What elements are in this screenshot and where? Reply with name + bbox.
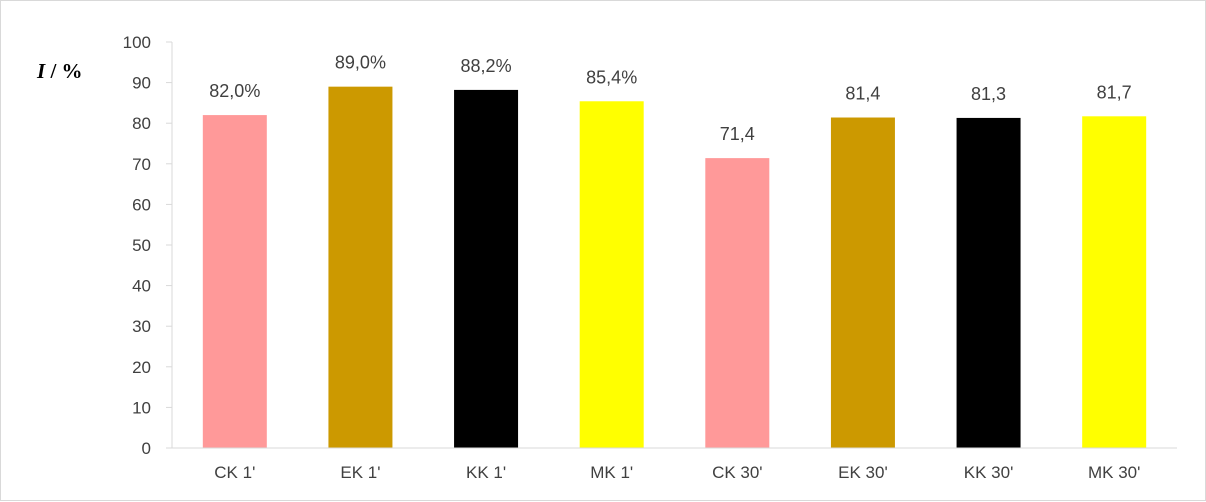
y-axis-title: I / %: [36, 59, 83, 83]
y-tick-label: 70: [132, 155, 151, 174]
bar-data-label: 89,0%: [335, 53, 386, 73]
bar: [830, 117, 895, 449]
y-tick-label: 30: [132, 317, 151, 336]
bar: [956, 117, 1021, 448]
x-tick-label: CK 30': [712, 463, 763, 482]
y-tick-label: 50: [132, 236, 151, 255]
bar: [1082, 116, 1147, 448]
data-labels: 82,0% 89,0% 88,2% 85,4% 71,4 81,4 81,3 81,7: [209, 53, 1131, 144]
x-tick-label: KK 30': [964, 463, 1014, 482]
y-tick-label: 10: [132, 398, 151, 417]
y-tick-label: 60: [132, 195, 151, 214]
y-axis: 0 10 20 30 40 50 60 70 80 90 100: [123, 33, 173, 458]
y-axis-title-unit: / %: [45, 59, 82, 83]
bar: [328, 86, 393, 448]
y-tick-label: 20: [132, 358, 151, 377]
x-axis: CK 1' EK 1' KK 1' MK 1' CK 30' EK 30' KK 30' MK…: [172, 447, 1177, 482]
y-tick-label: 100: [123, 33, 151, 52]
bar-data-label: 85,4%: [586, 67, 637, 87]
bar-data-label: 81,4: [845, 84, 880, 104]
x-tick-label: MK 1': [590, 463, 633, 482]
x-tick-label: EK 30': [838, 463, 888, 482]
x-tick-label: CK 1': [214, 463, 255, 482]
bar-data-label: 81,3: [971, 84, 1006, 104]
bar: [202, 115, 267, 448]
bar-data-label: 81,7: [1097, 82, 1132, 102]
x-tick-label: KK 1': [466, 463, 506, 482]
bar-data-label: 88,2%: [461, 56, 512, 76]
bar: [454, 89, 519, 449]
bar-data-label: 71,4: [720, 124, 755, 144]
bar-data-label: 82,0%: [209, 81, 260, 101]
x-tick-label: MK 30': [1088, 463, 1140, 482]
bar: [579, 101, 644, 448]
x-tick-label: EK 1': [340, 463, 380, 482]
y-axis-title-variable: I: [36, 59, 46, 83]
y-tick-label: 90: [132, 74, 151, 93]
y-tick-label: 0: [142, 439, 151, 458]
y-tick-label: 40: [132, 277, 151, 296]
bar: [705, 158, 770, 448]
bars: [202, 86, 1147, 449]
y-tick-label: 80: [132, 114, 151, 133]
